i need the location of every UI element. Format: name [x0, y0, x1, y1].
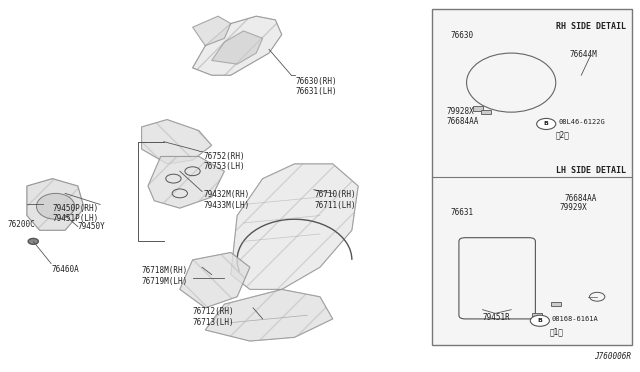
Text: 76630: 76630: [451, 31, 474, 40]
Text: 76718M(RH)
76719M(LH): 76718M(RH) 76719M(LH): [141, 266, 188, 286]
Polygon shape: [193, 16, 231, 46]
Polygon shape: [180, 253, 250, 308]
Bar: [431, 9, 632, 345]
Polygon shape: [141, 119, 212, 164]
Ellipse shape: [36, 193, 75, 219]
Polygon shape: [27, 179, 84, 230]
Polygon shape: [447, 230, 470, 319]
Text: 76630(RH)
76631(LH): 76630(RH) 76631(LH): [296, 77, 337, 96]
Text: RH SIDE DETAIL: RH SIDE DETAIL: [556, 22, 626, 31]
Circle shape: [28, 238, 38, 244]
Polygon shape: [205, 289, 333, 341]
Text: 76684AA: 76684AA: [446, 116, 479, 126]
Ellipse shape: [467, 53, 556, 112]
Text: B: B: [538, 318, 542, 323]
Text: 79451R: 79451R: [483, 313, 510, 323]
Text: 76644M: 76644M: [570, 51, 597, 60]
Text: 〈2〉: 〈2〉: [556, 130, 570, 139]
Bar: [473, 106, 483, 111]
Text: 79928X: 79928X: [446, 107, 474, 116]
Text: 79450Y: 79450Y: [78, 222, 106, 231]
Polygon shape: [193, 16, 282, 75]
Text: 76631: 76631: [451, 208, 474, 217]
Text: J760006R: J760006R: [594, 352, 631, 361]
Polygon shape: [148, 157, 225, 208]
Bar: [481, 110, 491, 114]
Text: 79432M(RH)
79433M(LH): 79432M(RH) 79433M(LH): [204, 190, 250, 210]
Text: 〈1〉: 〈1〉: [549, 327, 563, 336]
Text: LH SIDE DETAIL: LH SIDE DETAIL: [556, 166, 626, 175]
Text: 79450P(RH)
79451P(LH): 79450P(RH) 79451P(LH): [52, 204, 99, 223]
Text: 76460A: 76460A: [51, 265, 79, 275]
Polygon shape: [444, 215, 594, 337]
Text: 76712(RH)
76713(LH): 76712(RH) 76713(LH): [193, 307, 234, 327]
Text: 08L46-6122G: 08L46-6122G: [558, 119, 605, 125]
Circle shape: [531, 315, 549, 326]
Polygon shape: [212, 31, 262, 64]
Text: B: B: [544, 122, 548, 126]
Text: 08168-6161A: 08168-6161A: [552, 316, 598, 322]
Polygon shape: [231, 164, 358, 289]
Text: 76684AA: 76684AA: [565, 193, 597, 203]
FancyBboxPatch shape: [459, 238, 536, 319]
Text: 76710(RH)
76711(LH): 76710(RH) 76711(LH): [315, 190, 356, 210]
Bar: [532, 313, 541, 317]
Text: 76200C: 76200C: [8, 220, 35, 229]
Text: 79929X: 79929X: [560, 203, 588, 212]
Circle shape: [537, 118, 556, 129]
Bar: [550, 302, 561, 307]
Polygon shape: [447, 42, 486, 97]
Text: 76752(RH)
76753(LH): 76752(RH) 76753(LH): [204, 152, 245, 171]
Polygon shape: [444, 31, 588, 131]
